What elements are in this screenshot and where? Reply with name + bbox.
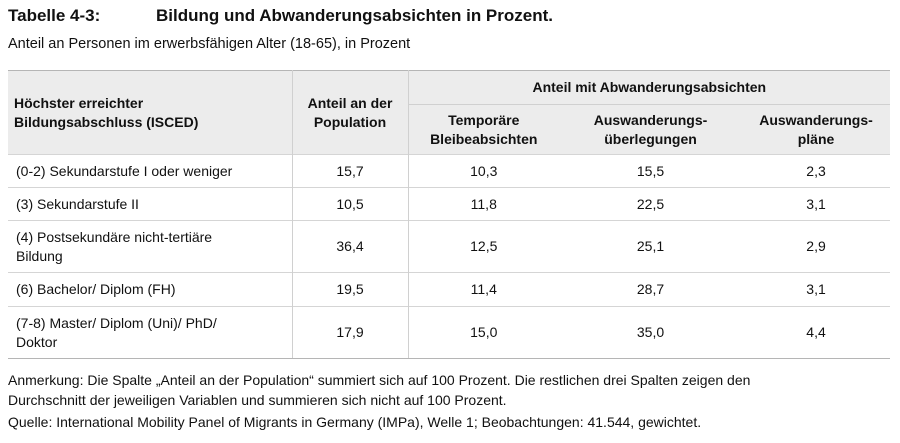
header-considering-line: überlegungen <box>604 130 697 147</box>
row-label-line: (3) Sekundarstufe II <box>16 195 139 212</box>
table-note: Anmerkung: Die Spalte „Anteil an der Pop… <box>8 370 888 410</box>
table-subtitle: Anteil an Personen im erwerbsfähigen Alt… <box>8 36 411 52</box>
row-label-line: Bildung <box>16 247 63 264</box>
cell-plans: 3,1 <box>742 272 891 307</box>
cell-considering: 25,1 <box>559 220 742 273</box>
header-plans-line: pläne <box>797 130 835 147</box>
row-label-line: (7-8) Master/ Diplom (Uni)/ PhD/ <box>16 314 217 331</box>
cell-population: 15,7 <box>291 154 409 188</box>
header-population-line: Population <box>313 113 387 130</box>
row-label-line: (0-2) Sekundarstufe I oder weniger <box>16 162 233 179</box>
row-label-line: (4) Postsekundäre nicht-tertiäre <box>16 228 213 245</box>
cell-temporary: 11,4 <box>408 272 559 307</box>
cell-population: 19,5 <box>291 272 409 307</box>
header-education: Höchster erreichter Bildungsabschluss (I… <box>8 70 292 155</box>
header-group-emigration: Anteil mit Abwanderungsabsichten <box>407 70 891 105</box>
cell-considering: 15,5 <box>559 154 742 188</box>
table-row: (4) Postsekundäre nicht-tertiäre Bildung… <box>8 220 891 273</box>
table-header: Höchster erreichter Bildungsabschluss (I… <box>8 70 891 155</box>
row-label: (3) Sekundarstufe II <box>8 187 292 221</box>
table-row: (3) Sekundarstufe II 10,5 11,8 22,5 3,1 <box>8 187 891 221</box>
table-row: (7-8) Master/ Diplom (Uni)/ PhD/ Doktor … <box>8 306 891 359</box>
table-title-text: Bildung und Abwanderungsabsichten in Pro… <box>156 6 553 25</box>
row-label: (4) Postsekundäre nicht-tertiäre Bildung <box>8 220 292 273</box>
header-population-line: Anteil an der <box>307 94 393 111</box>
table-note-line: Anmerkung: Die Spalte „Anteil an der Pop… <box>8 372 751 388</box>
cell-plans: 2,9 <box>742 220 891 273</box>
cell-temporary: 10,3 <box>408 154 559 188</box>
header-education-line: Bildungsabschluss (ISCED) <box>14 113 199 130</box>
data-table: Höchster erreichter Bildungsabschluss (I… <box>8 70 891 359</box>
table-body: (0-2) Sekundarstufe I oder weniger 15,7 … <box>8 154 891 359</box>
row-label: (6) Bachelor/ Diplom (FH) <box>8 272 292 307</box>
header-temporary-line: Bleibeabsichten <box>430 130 538 147</box>
cell-plans: 4,4 <box>742 306 891 359</box>
header-education-line: Höchster erreichter <box>14 94 144 111</box>
row-label: (7-8) Master/ Diplom (Uni)/ PhD/ Doktor <box>8 306 292 359</box>
header-population: Anteil an der Population <box>291 70 408 155</box>
header-temporary-line: Temporäre <box>448 111 520 128</box>
table-note-line: Durchschnitt der jeweiligen Variablen un… <box>8 392 507 408</box>
cell-population: 10,5 <box>291 187 409 221</box>
cell-considering: 28,7 <box>559 272 742 307</box>
table-number: Tabelle 4-3: <box>8 6 101 25</box>
row-label-line: Doktor <box>16 333 58 350</box>
table-title: Tabelle 4-3: Bildung und Abwanderungsabsi… <box>8 6 553 26</box>
cell-population: 17,9 <box>291 306 409 359</box>
header-considering: Auswanderungs- überlegungen <box>559 104 742 155</box>
header-plans: Auswanderungs- pläne <box>742 104 891 155</box>
cell-considering: 22,5 <box>559 187 742 221</box>
table-source: Quelle: International Mobility Panel of … <box>8 414 702 430</box>
cell-plans: 3,1 <box>742 187 891 221</box>
row-label-line: (6) Bachelor/ Diplom (FH) <box>16 281 176 297</box>
header-considering-line: Auswanderungs- <box>593 111 708 128</box>
cell-population: 36,4 <box>291 220 409 273</box>
cell-temporary: 15,0 <box>408 306 559 359</box>
row-label: (0-2) Sekundarstufe I oder weniger <box>8 154 292 188</box>
table-row: (0-2) Sekundarstufe I oder weniger 15,7 … <box>8 154 891 188</box>
header-temporary: Temporäre Bleibeabsichten <box>407 104 559 155</box>
header-plans-line: Auswanderungs- <box>759 111 873 128</box>
cell-temporary: 12,5 <box>408 220 559 273</box>
table-row: (6) Bachelor/ Diplom (FH) 19,5 11,4 28,7… <box>8 272 891 307</box>
cell-temporary: 11,8 <box>408 187 559 221</box>
cell-considering: 35,0 <box>559 306 742 359</box>
cell-plans: 2,3 <box>742 154 891 188</box>
